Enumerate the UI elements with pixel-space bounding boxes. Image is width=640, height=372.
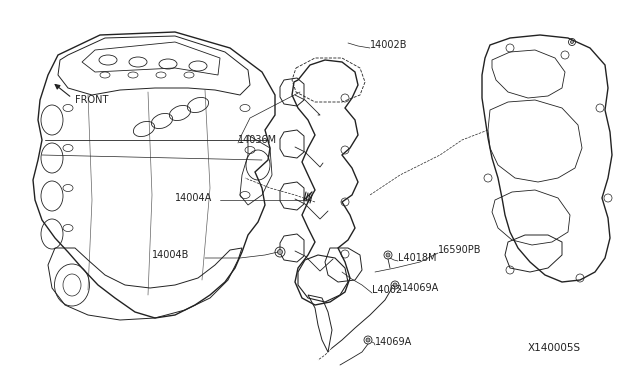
Text: 16590PB: 16590PB: [438, 245, 481, 255]
Text: 14069A: 14069A: [375, 337, 412, 347]
Text: L4002: L4002: [372, 285, 402, 295]
Ellipse shape: [386, 253, 390, 257]
Ellipse shape: [570, 41, 573, 44]
Text: 14036M: 14036M: [238, 135, 277, 145]
Text: 14002B: 14002B: [370, 40, 408, 50]
Text: FRONT: FRONT: [75, 95, 108, 105]
Text: X140005S: X140005S: [528, 343, 581, 353]
Ellipse shape: [393, 283, 397, 287]
Text: 14069A: 14069A: [402, 283, 439, 293]
Ellipse shape: [278, 250, 282, 254]
Text: 14004A: 14004A: [175, 193, 212, 203]
Text: L4018M: L4018M: [398, 253, 436, 263]
Text: 14004B: 14004B: [152, 250, 189, 260]
Ellipse shape: [366, 338, 370, 342]
